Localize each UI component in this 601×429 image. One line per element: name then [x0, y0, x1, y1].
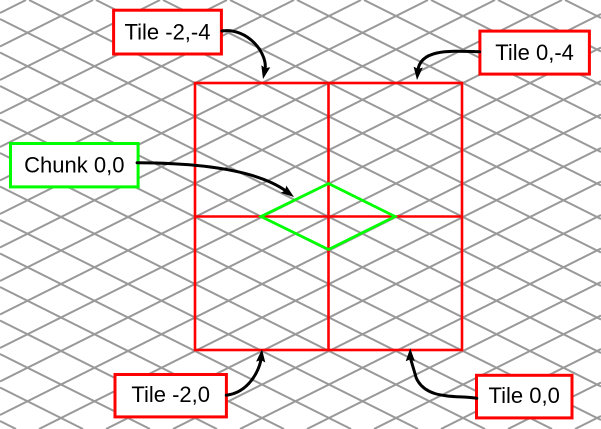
svg-text:Tile -2,0: Tile -2,0: [131, 382, 210, 407]
svg-text:Tile 0,0: Tile 0,0: [489, 383, 560, 408]
svg-text:Chunk 0,0: Chunk 0,0: [24, 152, 124, 177]
svg-text:Tile -2,-4: Tile -2,-4: [125, 19, 211, 44]
svg-text:Tile 0,-4: Tile 0,-4: [495, 40, 574, 65]
